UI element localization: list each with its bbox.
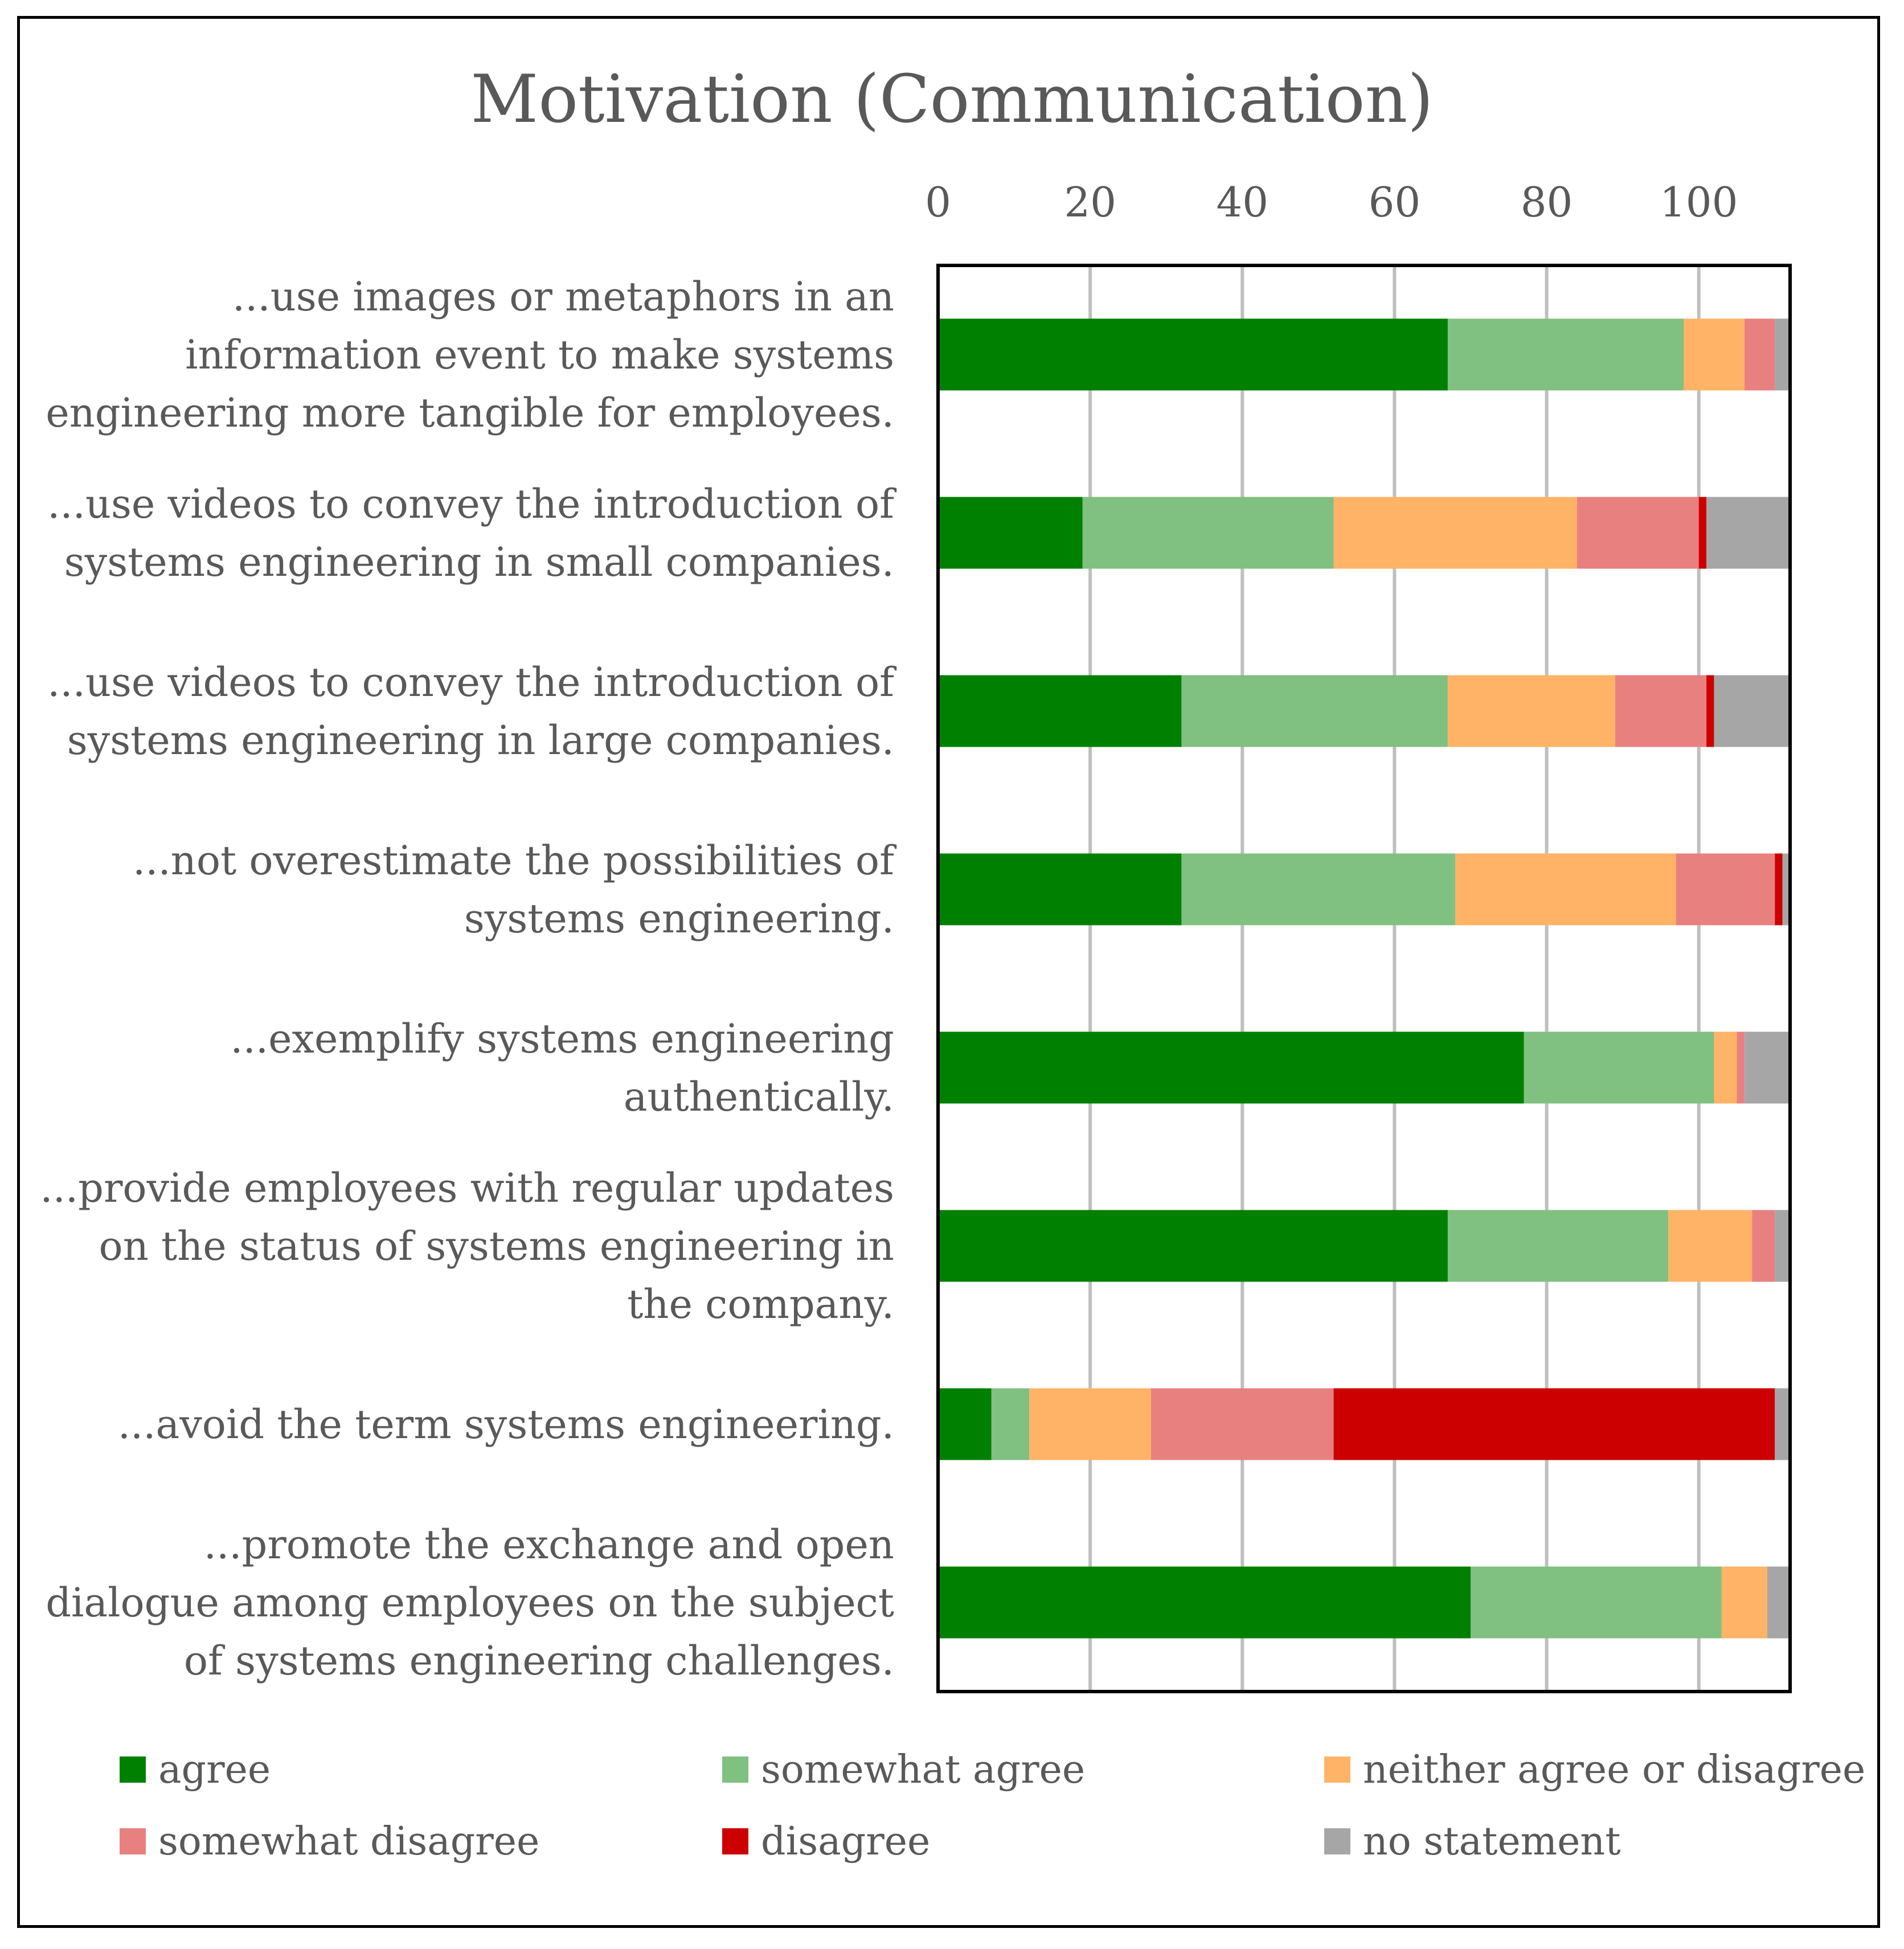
bar-somewhat-agree-3 xyxy=(1181,853,1456,926)
legend-label: agree xyxy=(158,1747,271,1792)
bar-somewhat-agree-2 xyxy=(1181,675,1448,747)
bar-somewhat-agree-7 xyxy=(1471,1566,1722,1639)
legend-item-neither-agree-or-disagree: neither agree or disagree xyxy=(1324,1747,1866,1792)
bar-neither-agree-or-disagree-4 xyxy=(1714,1031,1737,1104)
bar-agree-7 xyxy=(938,1566,1471,1639)
bar-no-statement-7 xyxy=(1767,1566,1790,1639)
legend-label: somewhat agree xyxy=(761,1747,1086,1792)
bar-no-statement-0 xyxy=(1775,318,1790,391)
legend-swatch xyxy=(722,1828,748,1854)
bar-disagree-6 xyxy=(1333,1388,1775,1460)
bar-somewhat-agree-6 xyxy=(991,1388,1030,1460)
bar-neither-agree-or-disagree-2 xyxy=(1447,675,1615,747)
bar-agree-4 xyxy=(938,1031,1524,1104)
bar-no-statement-5 xyxy=(1775,1210,1790,1282)
bar-agree-2 xyxy=(938,675,1182,747)
bar-somewhat-disagree-5 xyxy=(1752,1210,1775,1282)
bar-neither-agree-or-disagree-3 xyxy=(1455,853,1676,926)
x-tick-label-60: 60 xyxy=(1369,178,1421,226)
bar-somewhat-agree-0 xyxy=(1447,318,1684,391)
bar-neither-agree-or-disagree-5 xyxy=(1668,1210,1753,1282)
legend-swatch xyxy=(722,1756,748,1783)
bar-somewhat-disagree-2 xyxy=(1615,675,1707,747)
legend-label: somewhat disagree xyxy=(158,1819,540,1864)
bar-somewhat-agree-5 xyxy=(1447,1210,1669,1282)
chart-frame xyxy=(17,16,1880,1928)
x-tick-label-40: 40 xyxy=(1216,178,1268,226)
bar-somewhat-disagree-6 xyxy=(1151,1388,1334,1460)
bar-somewhat-disagree-4 xyxy=(1737,1031,1745,1104)
bar-agree-0 xyxy=(938,318,1448,391)
legend-swatch xyxy=(120,1756,146,1783)
legend-swatch xyxy=(1324,1756,1350,1783)
bar-no-statement-2 xyxy=(1714,675,1790,747)
category-label-3: ...not overestimate the possibilities of… xyxy=(133,837,894,942)
bar-agree-1 xyxy=(938,497,1083,569)
bar-disagree-2 xyxy=(1706,675,1714,747)
bar-somewhat-agree-4 xyxy=(1524,1031,1714,1104)
category-label-4: ...exemplify systems engineering authent… xyxy=(230,1015,894,1120)
legend-item-somewhat-agree: somewhat agree xyxy=(722,1747,1086,1792)
legend-label: neither agree or disagree xyxy=(1363,1747,1866,1792)
legend-label: disagree xyxy=(761,1819,931,1864)
bar-neither-agree-or-disagree-7 xyxy=(1721,1566,1767,1639)
bar-neither-agree-or-disagree-1 xyxy=(1333,497,1577,569)
legend-item-disagree: disagree xyxy=(722,1819,931,1864)
category-label-5: ...provide employees with regular update… xyxy=(40,1164,894,1328)
category-label-1: ...use videos to convey the introduction… xyxy=(47,480,894,585)
bar-no-statement-3 xyxy=(1782,853,1790,926)
chart-title: Motivation (Communication) xyxy=(470,61,1434,138)
category-label-2: ...use videos to convey the introduction… xyxy=(47,658,894,764)
bar-somewhat-disagree-3 xyxy=(1676,853,1775,926)
bar-neither-agree-or-disagree-6 xyxy=(1029,1388,1151,1460)
category-label-6: ...avoid the term systems engineering. xyxy=(117,1401,894,1448)
bar-somewhat-disagree-0 xyxy=(1744,318,1775,391)
x-tick-label-100: 100 xyxy=(1660,178,1738,226)
bar-agree-5 xyxy=(938,1210,1448,1282)
x-tick-label-0: 0 xyxy=(925,178,951,226)
bar-neither-agree-or-disagree-0 xyxy=(1684,318,1745,391)
bar-no-statement-4 xyxy=(1744,1031,1790,1104)
legend-swatch xyxy=(120,1828,146,1854)
legend-item-no-statement: no statement xyxy=(1324,1819,1621,1864)
bar-agree-3 xyxy=(938,853,1182,926)
x-tick-label-80: 80 xyxy=(1521,178,1573,226)
legend-item-agree: agree xyxy=(120,1747,271,1792)
bar-disagree-3 xyxy=(1775,853,1783,926)
plot-area-border xyxy=(936,264,1792,1693)
legend-item-somewhat-disagree: somewhat disagree xyxy=(120,1819,540,1864)
bar-disagree-1 xyxy=(1698,497,1707,569)
category-label-7: ...promote the exchange and open dialogu… xyxy=(46,1521,894,1684)
bar-agree-6 xyxy=(938,1388,992,1460)
legend-swatch xyxy=(1324,1828,1350,1854)
bar-no-statement-1 xyxy=(1706,497,1790,569)
legend-label: no statement xyxy=(1363,1819,1621,1864)
x-tick-label-20: 20 xyxy=(1064,178,1116,226)
bar-no-statement-6 xyxy=(1775,1388,1790,1460)
bar-somewhat-agree-1 xyxy=(1082,497,1334,569)
category-label-0: ...use images or metaphors in an informa… xyxy=(46,273,894,436)
bar-somewhat-disagree-1 xyxy=(1577,497,1699,569)
